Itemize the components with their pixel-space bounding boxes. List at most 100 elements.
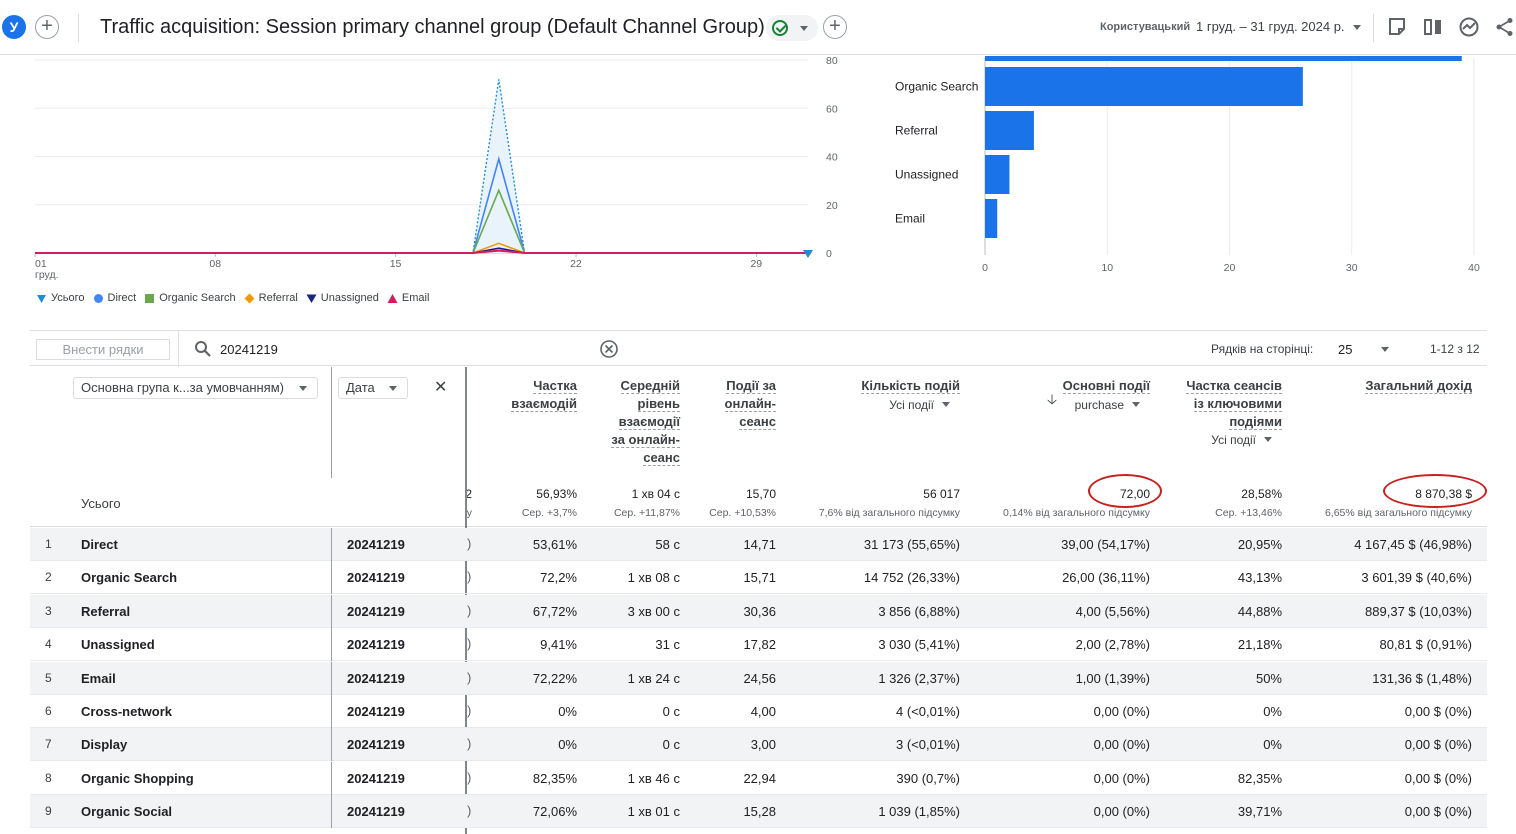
bar-x-tick-label: 10: [1101, 262, 1113, 274]
column-total: 56,93%: [536, 487, 577, 501]
row-date: 20241219: [347, 804, 405, 820]
table-cell: 43,13%: [1237, 570, 1282, 586]
sort-descending-icon[interactable]: 🡣: [1047, 391, 1058, 407]
column-header[interactable]: Кількість подій: [790, 377, 960, 395]
column-header[interactable]: Події за онлайн-сеанс: [686, 377, 776, 431]
chevron-down-icon[interactable]: [1381, 347, 1389, 352]
table-cell: 0%: [1263, 737, 1282, 753]
add-rows-button[interactable]: Внести рядки: [36, 339, 170, 360]
clear-search-icon[interactable]: [599, 339, 619, 359]
column-header[interactable]: Основні події: [980, 377, 1150, 395]
table-row[interactable]: 6 Cross-network 20241219) 0% 0 с 4,00 4 (<0,01…: [30, 695, 1487, 728]
series-line-direct[interactable]: [35, 155, 808, 254]
partial-total: 2: [465, 487, 472, 501]
column-header-text: Події за: [726, 378, 776, 394]
table-cell: 0,00 $ (0%): [1404, 737, 1472, 753]
table-row[interactable]: 4 Unassigned 20241219) 9,41% 31 с 17,82 3 030 …: [30, 628, 1487, 662]
edit-icon[interactable]: [1386, 16, 1408, 38]
table-row[interactable]: 7 Display 20241219) 0% 0 с 3,00 3 (<0,01%) 0,00…: [30, 728, 1487, 762]
table-cell: 31 173 (55,65%): [863, 537, 960, 552]
legend-item[interactable]: Unassigned: [306, 292, 379, 304]
series-line-email[interactable]: [35, 249, 808, 254]
annotation-circle: [1383, 474, 1487, 508]
row-number: 9: [45, 804, 52, 819]
legend-item[interactable]: Direct: [93, 292, 136, 304]
insights-icon[interactable]: [1458, 16, 1480, 38]
table-cell: 0,00 (0%): [1093, 770, 1150, 786]
table-row[interactable]: 8 Organic Shopping 20241219) 82,35% 1 хв 46 …: [30, 761, 1487, 795]
table-cell: 14 752 (26,33%): [863, 570, 960, 586]
secondary-dimension-select[interactable]: Дата: [338, 377, 408, 399]
column-header-text: онлайн-: [724, 396, 776, 412]
metric-filter-select[interactable]: purchase: [980, 398, 1140, 412]
table-row[interactable]: 1 Direct 20241219) 53,61% 58 с 14,71 31 173 (5…: [30, 528, 1487, 561]
bar-referral[interactable]: [985, 111, 1034, 150]
table-cell: 39,71%: [1237, 804, 1282, 820]
account-avatar[interactable]: У: [2, 15, 26, 39]
compare-icon[interactable]: [1422, 16, 1444, 38]
report-status-chip[interactable]: [766, 15, 818, 41]
table-cell: 0%: [558, 737, 577, 753]
table-row[interactable]: 3 Referral 20241219) 67,72% 3 хв 00 с 30,36 3 …: [30, 594, 1487, 628]
series-line-organic-search[interactable]: [35, 188, 808, 254]
share-icon[interactable]: [1494, 16, 1516, 38]
table-cell: 1 039 (1,85%): [878, 804, 960, 820]
metric-filter-select[interactable]: Усі події: [1162, 433, 1272, 447]
table-row[interactable]: 5 Email 20241219) 72,22% 1 хв 24 с 24,56 1 326…: [30, 661, 1487, 695]
table-cell: 15,28: [743, 804, 776, 820]
column-header[interactable]: Середній рівень взаємодії за онлайн-сеанс: [580, 377, 680, 467]
table-row[interactable]: 9 Organic Social 20241219) 72,06% 1 хв 01 с 1…: [30, 795, 1487, 829]
table-cell: 4 167,45 $ (46,98%): [1354, 537, 1472, 552]
table-cell: 0 с: [662, 737, 680, 753]
primary-dimension-select[interactable]: Основна група к...за умовчанням): [73, 377, 318, 399]
series-line-referral[interactable]: [35, 242, 808, 254]
column-header[interactable]: Частка сеансів із ключовими подіями: [1162, 377, 1282, 431]
column-header-text: сеанс: [739, 414, 776, 430]
column-header[interactable]: Частка взаємодій: [477, 377, 577, 413]
date-preset-label[interactable]: Користувацький: [1100, 21, 1191, 33]
row-date: 20241219: [347, 704, 405, 719]
legend-item[interactable]: Referral: [244, 292, 298, 304]
date-range-picker[interactable]: 1 груд. – 31 груд. 2024 р.: [1196, 19, 1345, 34]
secondary-dimension-label: Дата: [346, 380, 375, 395]
legend-item[interactable]: Усього: [36, 292, 85, 304]
x-tick-sublabel: груд.: [35, 269, 59, 281]
table-row[interactable]: 2 Organic Search 20241219) 72,2% 1 хв 08 с 15…: [30, 561, 1487, 595]
y-tick-label: 20: [826, 200, 838, 212]
legend-item[interactable]: Email: [387, 292, 429, 304]
row-number: 2: [45, 570, 52, 585]
x-tick-label: 15: [390, 258, 402, 270]
bar-unassigned[interactable]: [985, 155, 1010, 194]
bar-category-label: Email: [895, 212, 925, 226]
y-tick-label: 40: [826, 152, 838, 164]
bar-x-tick-label: 30: [1346, 262, 1358, 274]
channel-name: Organic Shopping: [81, 770, 194, 786]
table-cell: 3 601,39 $ (40,6%): [1361, 570, 1472, 586]
search-input[interactable]: 20241219: [220, 342, 278, 357]
add-card-button[interactable]: +: [823, 15, 847, 39]
legend-label: Усього: [51, 292, 85, 304]
table-cell: 82,35%: [532, 770, 577, 786]
remove-dimension-icon[interactable]: ✕: [434, 379, 448, 396]
bar-email[interactable]: [985, 199, 998, 238]
legend-item[interactable]: Organic Search: [144, 292, 236, 304]
table-cell: 72,22%: [532, 670, 577, 686]
page-title: Traffic acquisition: Session primary cha…: [100, 16, 765, 38]
series-line-total[interactable]: [35, 79, 808, 254]
totals-label: Усього: [81, 496, 121, 511]
table-cell: 53,61%: [532, 537, 577, 552]
table-cell: 39,00 (54,17%): [1061, 537, 1150, 552]
bar-direct[interactable]: [985, 56, 1462, 61]
metric-filter-select[interactable]: Усі події: [790, 398, 950, 412]
table-cell: 67,72%: [532, 603, 577, 619]
row-number: 5: [45, 670, 52, 685]
column-header[interactable]: Загальний дохід: [1302, 377, 1472, 395]
rows-per-page-select[interactable]: 25: [1338, 342, 1353, 357]
x-tick-label: 01: [35, 258, 47, 270]
bar-organic-search[interactable]: [985, 67, 1303, 106]
column-header-text: Кількість подій: [861, 378, 960, 394]
chevron-down-icon[interactable]: [1353, 25, 1361, 30]
table-cell: 0,00 (0%): [1093, 704, 1150, 719]
add-comparison-button[interactable]: +: [35, 15, 59, 39]
